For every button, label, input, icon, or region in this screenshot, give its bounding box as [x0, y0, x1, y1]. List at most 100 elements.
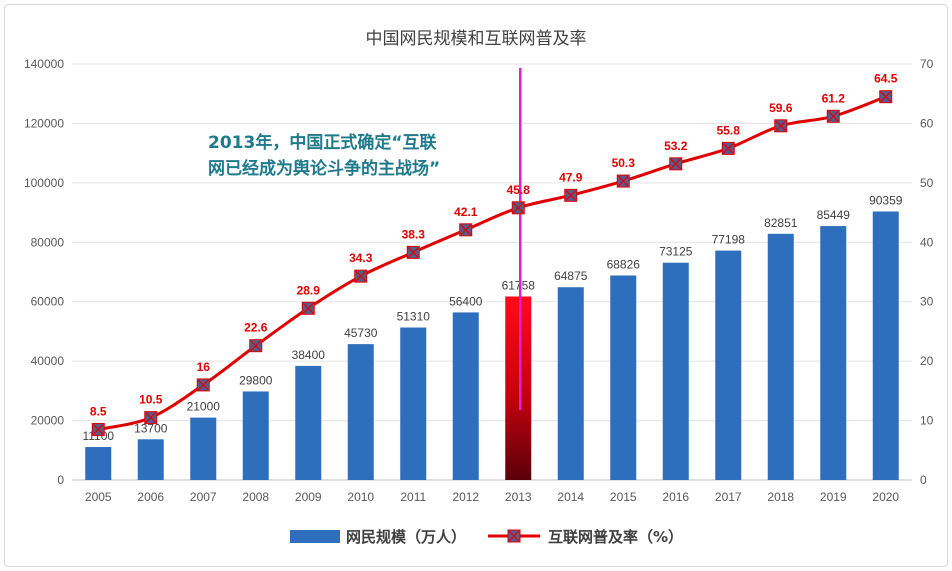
- x-tick-2008: 2008: [242, 490, 269, 504]
- bar-2019: [820, 226, 847, 480]
- bar-label-2009: 38400: [292, 348, 326, 362]
- x-tick-2005: 2005: [85, 490, 112, 504]
- left-tick-40000: 40000: [31, 354, 65, 368]
- line-point-x-2005: [92, 424, 104, 435]
- right-tick-20: 20: [920, 354, 934, 368]
- x-tick-2017: 2017: [715, 490, 742, 504]
- line-label-2006: 10.5: [139, 393, 163, 407]
- bars: [85, 211, 899, 480]
- bar-2013: [505, 296, 532, 480]
- bar-2008: [242, 391, 269, 480]
- right-tick-70: 70: [920, 57, 934, 71]
- line-point-x-2006: [145, 412, 157, 424]
- left-tick-120000: 120000: [24, 116, 64, 130]
- x-tick-2006: 2006: [137, 490, 164, 504]
- right-tick-50: 50: [920, 176, 934, 190]
- bar-2011: [400, 327, 427, 480]
- x-tick-2016: 2016: [662, 490, 689, 504]
- annotation-line-2: 网已经成为舆论斗争的主战场”: [208, 158, 440, 179]
- bar-2016: [662, 262, 689, 480]
- bar-label-2007: 21000: [187, 400, 221, 414]
- x-tick-2007: 2007: [190, 490, 217, 504]
- bar-label-2018: 82851: [764, 216, 798, 230]
- line-label-2013: 45.8: [507, 183, 531, 197]
- bar-label-2019: 85449: [817, 208, 851, 222]
- line-label-2019: 61.2: [822, 91, 846, 105]
- bar-2007: [190, 417, 217, 480]
- line-label-2016: 53.2: [664, 139, 688, 153]
- bar-2015: [610, 275, 637, 480]
- line-label-2015: 50.3: [612, 156, 636, 170]
- right-tick-60: 60: [920, 116, 934, 130]
- line-point-x-2020: [880, 91, 892, 103]
- line-point-x-2018: [775, 120, 787, 132]
- bar-label-2011: 51310: [397, 310, 431, 324]
- line-point-x-2014: [565, 189, 577, 201]
- line-label-2020: 64.5: [874, 72, 898, 86]
- legend: 网民规模（万人） 互联网普及率（%）: [290, 528, 683, 546]
- bar-label-2016: 73125: [659, 245, 693, 259]
- bar-2018: [767, 233, 794, 480]
- left-tick-0: 0: [57, 473, 64, 487]
- line-label-2017: 55.8: [717, 123, 741, 137]
- bar-label-2015: 68826: [607, 257, 641, 271]
- bar-label-2008: 29800: [239, 373, 273, 387]
- left-tick-140000: 140000: [24, 57, 64, 71]
- legend-bar-swatch: [290, 530, 340, 543]
- bar-labels: 11100 13700 21000 29800 38400 45730 51310 56400…: [82, 194, 902, 444]
- legend-line-label: 互联网普及率（%）: [548, 528, 683, 546]
- bar-label-2020: 90359: [869, 194, 903, 208]
- line-point-x-2013: [512, 202, 524, 214]
- legend-line-marker-x: [508, 530, 520, 542]
- x-tick-2019: 2019: [820, 490, 847, 504]
- right-tick-0: 0: [920, 473, 927, 487]
- line-point-x-2016: [670, 158, 682, 170]
- bar-label-2013: 61758: [502, 278, 536, 292]
- right-axis-ticks: 0 10 20 30 40 50 60 70: [920, 57, 934, 487]
- legend-bar-label: 网民规模（万人）: [346, 528, 466, 546]
- line-point-x-2010: [355, 270, 367, 282]
- x-tick-2015: 2015: [610, 490, 637, 504]
- left-axis-ticks: 0 20000 40000 60000 80000 100000 120000 140000: [24, 57, 64, 487]
- x-tick-2013: 2013: [505, 490, 532, 504]
- right-tick-10: 10: [920, 414, 934, 428]
- left-tick-60000: 60000: [31, 295, 65, 309]
- bar-2014: [557, 287, 584, 480]
- line-point-x-2017: [722, 142, 734, 154]
- x-tick-2018: 2018: [767, 490, 794, 504]
- bar-2005: [85, 447, 112, 480]
- line-point-x-2009: [302, 302, 314, 314]
- line-label-2014: 47.9: [559, 170, 583, 184]
- line-point-x-2019: [827, 110, 839, 122]
- bar-2006: [137, 439, 164, 480]
- left-tick-100000: 100000: [24, 176, 64, 190]
- line-label-2011: 38.3: [402, 227, 426, 241]
- bar-label-2014: 64875: [554, 269, 588, 283]
- x-tick-2011: 2011: [400, 490, 426, 504]
- bar-2009: [295, 365, 322, 480]
- line-labels: 8.5 10.5 16 22.6 28.9 34.3 38.3 42.1 45.8 47.9 50.…: [90, 72, 898, 419]
- line-point-x-2015: [617, 175, 629, 187]
- x-tick-2009: 2009: [295, 490, 322, 504]
- line-label-2005: 8.5: [90, 404, 107, 418]
- bar-label-2017: 77198: [712, 233, 746, 247]
- line-point-x-2008: [250, 340, 262, 352]
- left-tick-80000: 80000: [31, 235, 65, 249]
- bar-2020: [872, 211, 899, 480]
- line-point-x-2011: [407, 246, 419, 258]
- left-tick-20000: 20000: [31, 414, 65, 428]
- line-label-2012: 42.1: [454, 205, 478, 219]
- bar-label-2005: 11100: [82, 429, 114, 443]
- x-tick-2010: 2010: [347, 490, 374, 504]
- bar-2010: [347, 344, 374, 480]
- line-label-2008: 22.6: [244, 321, 268, 335]
- x-tick-2012: 2012: [452, 490, 479, 504]
- line-label-2018: 59.6: [769, 101, 793, 115]
- line-label-2007: 16: [197, 360, 211, 374]
- bar-label-2012: 56400: [449, 294, 483, 308]
- annotation-line-1: 2013年，中国正式确定“互联: [208, 132, 437, 153]
- bar-2012: [452, 312, 479, 480]
- line-label-2009: 28.9: [297, 283, 321, 297]
- chart-title: 中国网民规模和互联网普及率: [366, 29, 587, 49]
